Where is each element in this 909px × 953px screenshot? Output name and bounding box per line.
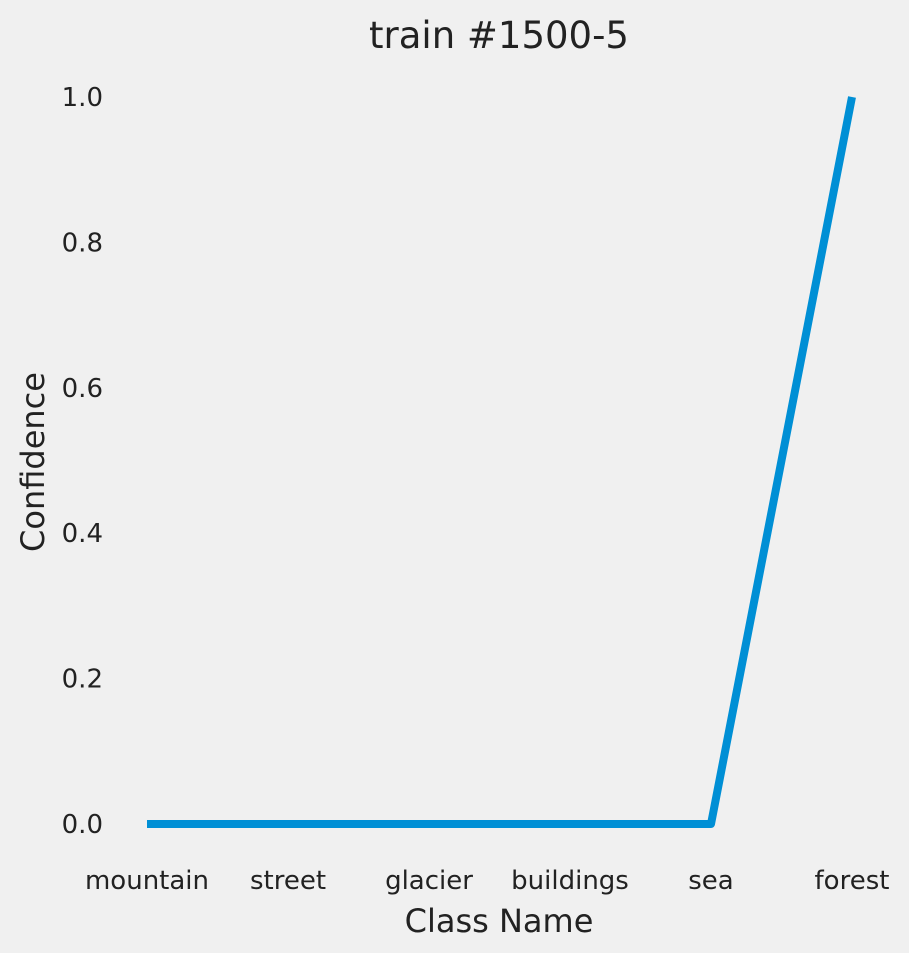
x-tick-label: street (250, 866, 326, 896)
x-tick-label: glacier (385, 866, 473, 896)
x-axis-label: Class Name (405, 902, 594, 940)
x-tick-label: buildings (511, 866, 629, 896)
y-tick-label: 0.4 (62, 519, 103, 549)
y-tick-label: 0.0 (62, 810, 103, 840)
series-line (147, 96, 856, 828)
y-tick-label: 1.0 (62, 83, 103, 113)
x-tick-label: sea (688, 866, 733, 896)
x-tick-label: forest (815, 866, 890, 896)
x-tick-labels: mountain street glacier buildings sea forest (85, 866, 889, 896)
series-layer (146, 96, 856, 828)
chart-title: train #1500-5 (369, 14, 629, 57)
y-axis-label: Confidence (14, 372, 52, 552)
y-tick-labels: 0.0 0.2 0.4 0.6 0.8 1.0 (62, 83, 103, 840)
y-tick-label: 0.6 (62, 374, 103, 404)
y-tick-label: 0.8 (62, 228, 103, 258)
x-tick-label: mountain (85, 866, 209, 896)
y-tick-label: 0.2 (62, 665, 103, 695)
